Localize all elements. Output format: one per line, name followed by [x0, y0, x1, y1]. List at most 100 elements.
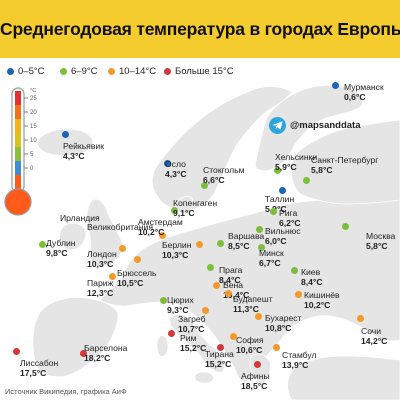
- city-temperature: 14,2°C: [361, 336, 388, 346]
- city-temperature: 9,1°C: [173, 208, 195, 218]
- city-temperature: 5,9°C: [275, 162, 297, 172]
- legend-item-hot: Больше 15°C: [164, 66, 234, 78]
- legend-swatch: [60, 68, 67, 75]
- legend-label: Больше 15°C: [175, 66, 234, 77]
- city-label: Бухарест 10,8°C: [265, 313, 302, 333]
- city-name: Брюссель: [117, 268, 157, 278]
- city-name: Варшава: [228, 231, 265, 241]
- city-temperature: 6,2°C: [279, 218, 301, 228]
- legend-item-warm: 10–14°C: [108, 66, 156, 78]
- city-name: Берлин: [162, 240, 192, 250]
- city-name: Осло: [165, 159, 186, 169]
- ireland-shape: [59, 222, 87, 251]
- city-name: Лондон: [87, 249, 117, 259]
- city-name: Стокгольм: [203, 165, 245, 175]
- city-marker: [229, 332, 237, 340]
- city-marker: [341, 222, 349, 230]
- city-name: Ирландия: [60, 213, 100, 223]
- city-marker: [79, 349, 87, 357]
- legend-label: 0–5°C: [18, 66, 45, 77]
- city-label: Лиссабон 17,5°C: [20, 358, 58, 378]
- city-name: Загреб: [178, 314, 206, 324]
- city-label: Амстердам 10,2°C: [138, 217, 183, 237]
- city-marker: [294, 290, 302, 298]
- city-marker: [212, 281, 220, 289]
- city-name: Прага: [219, 265, 243, 275]
- telegram-handle: @mapsanddata: [290, 120, 361, 131]
- thermometer-tick: 10: [30, 138, 37, 144]
- city-label: Париж 12,3°C: [87, 278, 113, 298]
- city-marker: [158, 231, 166, 239]
- thermometer-tick: 5: [30, 152, 34, 158]
- city-marker: [38, 240, 46, 248]
- sardinia-shape: [156, 335, 169, 357]
- city-label: Рейкьявик 4,3°C: [63, 141, 104, 161]
- city-label: Санкт-Петербург 5,8°C: [311, 155, 378, 175]
- city-temperature: 9,8°C: [46, 248, 68, 258]
- city-marker: [61, 130, 69, 138]
- city-marker: [255, 225, 263, 233]
- city-marker: [195, 240, 203, 248]
- title-bar: Среднегодовая температура в городах Евро…: [0, 0, 400, 58]
- city-marker: [356, 314, 364, 322]
- legend-swatch: [164, 68, 171, 75]
- city-temperature: 10,4°C: [223, 290, 250, 300]
- city-name: Сочи: [361, 326, 382, 336]
- city-temperature: 18,5°C: [241, 381, 268, 391]
- city-temperature: 10,6°C: [236, 345, 263, 355]
- turkey-shape: [287, 355, 400, 400]
- city-label: Рига 6,2°C: [279, 208, 301, 228]
- city-label: Рим 15,2°C: [180, 333, 206, 353]
- city-temperature: 9,3°C: [167, 305, 189, 315]
- city-temperature: 8,4°C: [301, 277, 323, 287]
- city-name: Таллин: [265, 194, 295, 204]
- page-title: Среднегодовая температура в городах Евро…: [0, 19, 400, 39]
- city-temperature: 13,9°C: [282, 360, 309, 370]
- city-temperature: 15,2°C: [180, 343, 207, 353]
- city-temperature: 6,0°C: [265, 236, 287, 246]
- city-label: Минск 6,7°C: [259, 248, 284, 268]
- city-temperature: 10,2°C: [304, 300, 331, 310]
- city-marker: [206, 263, 214, 271]
- city-temperature: 10,3°C: [162, 250, 189, 260]
- city-temperature: 10,3°C: [87, 259, 114, 269]
- city-label: Будапешт 11,3°C: [233, 294, 273, 314]
- legend: 0–5°C 6–9°C 10–14°C Больше 15°C: [0, 66, 400, 82]
- thermometer-unit: °C: [30, 88, 36, 94]
- thermometer-tick: 0: [30, 166, 34, 172]
- city-label: Лондон 10,3°C: [87, 249, 117, 269]
- city-temperature: 11,3°C: [233, 304, 259, 314]
- legend-label: 6–9°C: [71, 66, 98, 77]
- city-marker: [272, 343, 280, 351]
- city-marker: [170, 206, 178, 214]
- city-temperature: 4,3°C: [165, 169, 187, 179]
- city-label: Цюрих 9,3°C: [167, 295, 194, 315]
- city-name: Санкт-Петербург: [311, 155, 379, 165]
- sicily-shape: [194, 371, 215, 384]
- city-label: Осло 4,3°C: [165, 159, 187, 179]
- city-name: Мурманск: [344, 82, 384, 92]
- city-label: Афины 18,5°C: [241, 371, 270, 391]
- city-marker: [216, 239, 224, 247]
- city-label: Великобритания: [87, 222, 153, 232]
- city-marker: [254, 312, 262, 320]
- britain-shape: [86, 198, 123, 267]
- telegram-icon: [269, 117, 286, 134]
- city-name: Цюрих: [167, 295, 194, 305]
- iberia-shape: [32, 297, 119, 378]
- city-name: Рига: [279, 208, 298, 218]
- russia-north-shape: [290, 119, 400, 205]
- city-name: Париж: [87, 278, 114, 288]
- city-marker: [257, 243, 265, 251]
- city-temperature: 5,8°C: [366, 241, 388, 251]
- city-marker: [159, 296, 167, 304]
- city-label: Брюссель 10,5°C: [117, 268, 156, 288]
- city-label: Ирландия: [60, 213, 100, 223]
- city-marker: [133, 255, 141, 263]
- city-label: Мурманск 0,6°C: [344, 82, 384, 102]
- city-marker: [201, 306, 209, 314]
- city-marker: [269, 207, 277, 215]
- city-temperature: 10,5°C: [117, 278, 144, 288]
- city-label: Стамбул 13,9°C: [282, 350, 317, 370]
- thermometer-tick: 25: [30, 96, 37, 102]
